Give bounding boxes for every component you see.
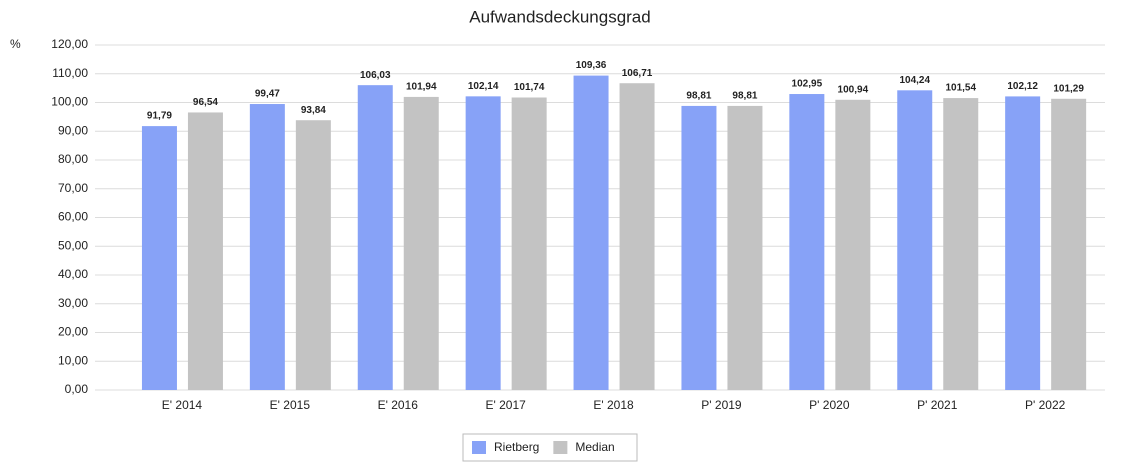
bar xyxy=(681,105,717,390)
x-tick-label: E' 2018 xyxy=(593,398,634,412)
bar xyxy=(835,99,871,391)
y-tick-label: 60,00 xyxy=(58,210,88,224)
y-tick-label: 50,00 xyxy=(58,238,88,252)
bar xyxy=(357,85,393,390)
value-label: 100,94 xyxy=(838,84,869,95)
value-label: 104,24 xyxy=(899,75,930,86)
y-tick-label: 70,00 xyxy=(58,181,88,195)
value-label: 98,81 xyxy=(686,91,711,102)
legend-box xyxy=(462,433,638,462)
y-tick-label: 10,00 xyxy=(58,353,88,367)
y-tick-label: 20,00 xyxy=(58,325,88,339)
legend-swatch xyxy=(472,441,486,454)
bar xyxy=(187,112,223,390)
y-tick-label: 120,00 xyxy=(51,37,88,51)
value-label: 93,84 xyxy=(301,105,326,116)
chart-title: Aufwandsdeckungsgrad xyxy=(469,7,650,26)
value-label: 101,29 xyxy=(1053,83,1084,94)
value-label: 101,74 xyxy=(514,82,545,93)
value-label: 91,79 xyxy=(147,111,172,122)
bar xyxy=(141,126,177,390)
y-tick-label: 40,00 xyxy=(58,267,88,281)
bar xyxy=(897,90,933,390)
bar xyxy=(1005,96,1041,390)
y-tick-label: 100,00 xyxy=(51,95,88,109)
value-label: 102,12 xyxy=(1007,81,1038,92)
y-tick-label: 0,00 xyxy=(65,382,89,396)
value-label: 106,71 xyxy=(622,68,653,79)
legend-swatch xyxy=(553,441,568,454)
bar xyxy=(511,97,547,390)
x-tick-label: P' 2020 xyxy=(809,398,850,412)
y-tick-label: 30,00 xyxy=(58,296,88,310)
value-label: 106,03 xyxy=(360,70,391,81)
bar xyxy=(789,94,825,391)
x-tick-label: E' 2017 xyxy=(485,398,526,412)
y-tick-label: 90,00 xyxy=(58,123,88,137)
x-tick-label: P' 2022 xyxy=(1025,398,1066,412)
y-tick-label: 80,00 xyxy=(58,152,88,166)
value-label: 96,54 xyxy=(193,97,218,108)
value-label: 102,95 xyxy=(792,79,823,90)
bar xyxy=(295,120,331,391)
legend-label: Median xyxy=(575,440,614,454)
value-label: 101,54 xyxy=(945,83,976,94)
bar xyxy=(403,96,439,391)
value-label: 102,14 xyxy=(468,81,499,92)
value-label: 101,94 xyxy=(406,82,437,93)
bar xyxy=(465,96,501,390)
x-tick-label: E' 2015 xyxy=(270,398,311,412)
y-tick-label: 110,00 xyxy=(52,66,88,80)
x-tick-label: P' 2019 xyxy=(701,398,742,412)
value-label: 99,47 xyxy=(255,89,280,100)
x-tick-label: E' 2014 xyxy=(162,398,203,412)
bar xyxy=(943,98,979,390)
value-label: 109,36 xyxy=(576,60,607,71)
x-tick-label: P' 2021 xyxy=(917,398,958,412)
y-axis-label: % xyxy=(10,37,21,51)
bar xyxy=(573,75,609,390)
legend-label: Rietberg xyxy=(494,440,539,454)
value-label: 98,81 xyxy=(732,91,757,102)
bar xyxy=(619,83,655,391)
bar xyxy=(727,105,763,390)
bar xyxy=(249,104,285,391)
bar xyxy=(1051,98,1087,390)
x-tick-label: E' 2016 xyxy=(378,398,419,412)
